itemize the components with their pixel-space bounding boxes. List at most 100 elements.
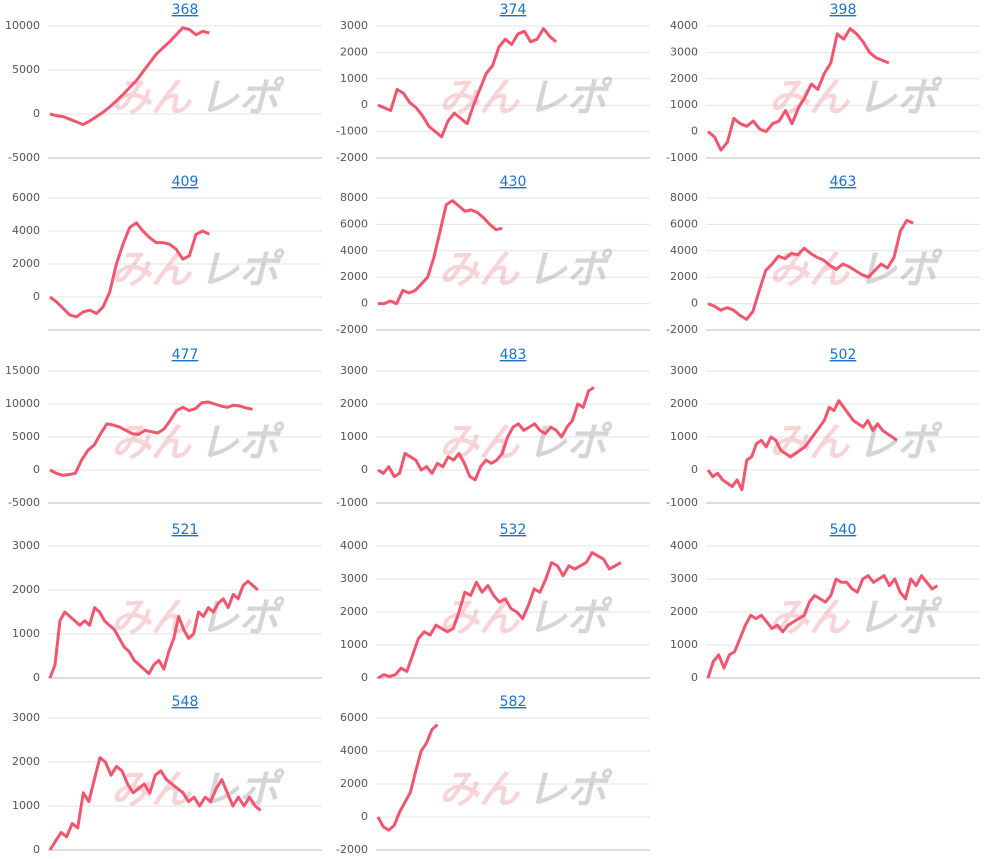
chart-title[interactable]: 477 — [172, 347, 199, 363]
chart-title[interactable]: 502 — [830, 347, 857, 363]
y-tick-label: 2000 — [12, 583, 40, 596]
y-tick-label: -1000 — [666, 496, 698, 509]
y-tick-label: 1000 — [670, 98, 698, 111]
chart-title[interactable]: 548 — [172, 694, 199, 710]
chart-title[interactable]: 368 — [172, 2, 199, 18]
watermark: レポ — [857, 595, 943, 641]
y-tick-label: 0 — [361, 98, 368, 111]
y-tick-label: 0 — [33, 463, 40, 476]
y-tick-label: 0 — [33, 107, 40, 120]
watermark: レポ — [199, 595, 285, 641]
y-tick-label: -2000 — [336, 843, 368, 856]
y-tick-label: -2000 — [336, 323, 368, 336]
watermark: レポ — [527, 247, 613, 293]
y-tick-label: 0 — [33, 671, 40, 684]
y-tick-label: 2000 — [340, 397, 368, 410]
data-line — [48, 756, 262, 851]
y-tick-label: -1000 — [336, 496, 368, 509]
data-line — [376, 723, 439, 832]
data-line — [378, 199, 503, 306]
watermark: レポ — [199, 420, 285, 466]
panel: 398 -1000 0 1000 2000 3000 4000 みん レポ — [666, 2, 980, 164]
panel: 430 -2000 0 2000 4000 6000 8000 みん レポ — [336, 174, 650, 336]
data-line — [377, 551, 622, 680]
chart-title[interactable]: 374 — [500, 2, 527, 18]
y-tick-label: 3000 — [670, 572, 698, 585]
y-tick-label: 4000 — [670, 539, 698, 552]
chart-title[interactable]: 409 — [172, 174, 199, 190]
y-tick-label: 0 — [33, 290, 40, 303]
y-tick-label: -1000 — [666, 151, 698, 164]
y-tick-label: 4000 — [12, 224, 40, 237]
y-tick-label: -5000 — [8, 496, 40, 509]
y-tick-label: 2000 — [340, 605, 368, 618]
chart-title[interactable]: 521 — [172, 522, 199, 538]
y-tick-label: 3000 — [670, 364, 698, 377]
data-line — [706, 574, 939, 679]
y-tick-label: 6000 — [340, 711, 368, 724]
watermark: レポ — [527, 595, 613, 641]
y-tick-label: 0 — [361, 463, 368, 476]
y-tick-label: 4000 — [340, 244, 368, 257]
y-tick-label: 0 — [691, 297, 698, 310]
y-tick-label: 0 — [691, 463, 698, 476]
data-line — [49, 221, 210, 319]
y-tick-label: 3000 — [340, 19, 368, 32]
y-tick-label: 1000 — [340, 72, 368, 85]
y-tick-label: 0 — [33, 843, 40, 856]
y-tick-label: 1000 — [670, 638, 698, 651]
data-line — [377, 386, 595, 482]
y-tick-label: 6000 — [340, 217, 368, 230]
y-tick-label: 3000 — [670, 45, 698, 58]
y-tick-label: -1000 — [336, 125, 368, 138]
data-line — [48, 579, 259, 679]
chart-title[interactable]: 483 — [500, 347, 527, 363]
y-tick-label: -2000 — [336, 151, 368, 164]
watermark: みん — [111, 75, 193, 121]
data-line — [707, 27, 890, 152]
panel: 477 -5000 0 5000 10000 15000 みん レポ — [5, 347, 322, 509]
y-tick-label: 5000 — [12, 430, 40, 443]
y-tick-label: 4000 — [670, 244, 698, 257]
chart-title[interactable]: 430 — [500, 174, 527, 190]
watermark: レポ — [199, 767, 285, 813]
watermark: レポ — [527, 420, 613, 466]
y-tick-label: 6000 — [12, 191, 40, 204]
panel: 374 -2000 -1000 0 1000 2000 3000 みん レポ — [336, 2, 650, 164]
chart-title[interactable]: 532 — [500, 522, 527, 538]
y-tick-label: 2000 — [12, 257, 40, 270]
watermark: みん — [111, 420, 193, 466]
panel: 582 -2000 0 2000 4000 6000 みん レポ — [336, 694, 650, 856]
chart-title[interactable]: 540 — [830, 522, 857, 538]
y-tick-label: 3000 — [12, 711, 40, 724]
y-tick-label: 2000 — [340, 270, 368, 283]
y-tick-label: 5000 — [12, 63, 40, 76]
data-line — [49, 26, 210, 127]
y-tick-label: 2000 — [670, 270, 698, 283]
chart-title[interactable]: 463 — [830, 174, 857, 190]
y-tick-label: 1000 — [340, 430, 368, 443]
y-tick-label: 0 — [361, 297, 368, 310]
watermark: みん — [439, 75, 521, 121]
watermark: レポ — [527, 767, 613, 813]
watermark: みん — [439, 247, 521, 293]
y-tick-label: 2000 — [12, 755, 40, 768]
y-tick-label: 0 — [691, 671, 698, 684]
y-tick-label: 4000 — [340, 539, 368, 552]
y-tick-label: 1000 — [670, 430, 698, 443]
y-tick-label: 10000 — [5, 397, 40, 410]
chart-title[interactable]: 398 — [830, 2, 857, 18]
y-tick-label: 8000 — [340, 191, 368, 204]
watermark: レポ — [199, 75, 285, 121]
y-tick-label: 3000 — [340, 364, 368, 377]
chart-title[interactable]: 582 — [500, 694, 527, 710]
y-tick-label: 10000 — [5, 19, 40, 32]
y-tick-label: 0 — [691, 125, 698, 138]
